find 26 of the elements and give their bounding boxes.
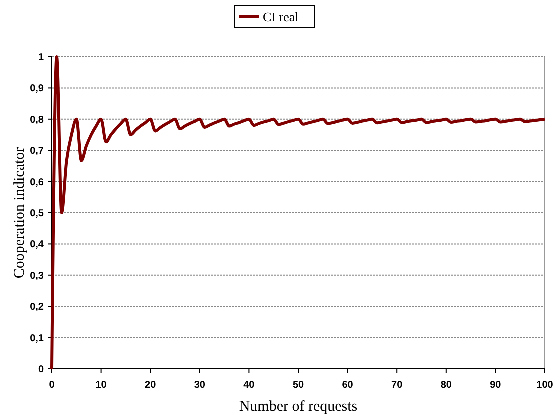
x-tick-label: 0 — [49, 380, 56, 391]
y-tick-label: 0,5 — [30, 208, 44, 220]
x-tick-label: 100 — [536, 380, 554, 391]
x-tick-label: 10 — [96, 380, 108, 391]
line-series — [50, 56, 546, 370]
y-tick-label: 0,2 — [30, 302, 44, 314]
y-tick-label: 0,6 — [30, 177, 44, 188]
x-tick-label: 20 — [145, 380, 157, 391]
y-tick-label: 0,8 — [30, 114, 44, 126]
x-tick-label: 90 — [490, 380, 502, 391]
x-tick-label: 40 — [244, 380, 256, 391]
x-tick-label: 30 — [194, 380, 206, 391]
y-tick-label: 0 — [38, 364, 44, 376]
y-tick-label: 0,7 — [30, 146, 44, 158]
y-axis-title: Cooperation indicator — [12, 147, 28, 279]
x-tick-label: 60 — [342, 380, 354, 391]
x-axis-title: Number of requests — [239, 399, 358, 415]
y-tick-label: 1 — [38, 52, 44, 64]
y-tick-label: 0,3 — [30, 270, 44, 282]
x-tick-label: 80 — [440, 380, 452, 391]
y-tick-label: 0,4 — [30, 240, 44, 251]
legend-label: CI real — [263, 10, 300, 25]
x-tick-label: 50 — [292, 380, 304, 391]
x-tick-label: 70 — [392, 380, 404, 391]
y-tick-label: 0,1 — [30, 333, 44, 344]
y-tick-label: 0,9 — [30, 84, 44, 95]
